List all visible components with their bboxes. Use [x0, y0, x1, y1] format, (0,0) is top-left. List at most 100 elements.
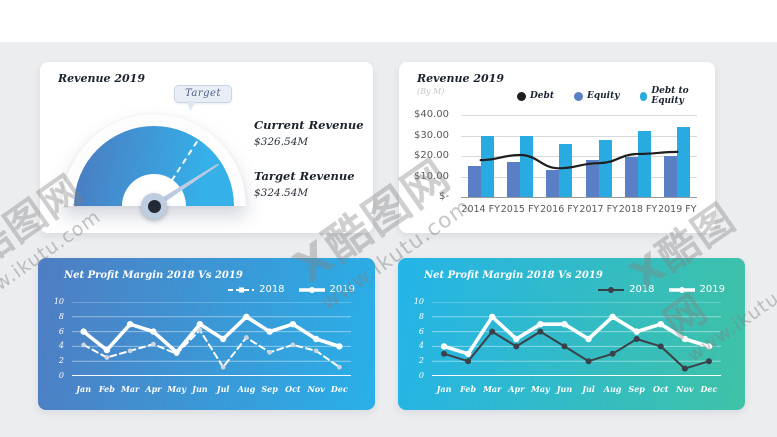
- bar-group-2018 FY: [624, 131, 651, 197]
- legend-equity-dot-icon: [573, 91, 583, 101]
- x-axis-label: Nov: [676, 384, 694, 394]
- bar-group-2016 FY: [546, 143, 573, 197]
- x-axis-label: 2019 FY: [658, 204, 697, 215]
- x-axis-label: Sep: [261, 384, 278, 394]
- bar-equity: [546, 170, 560, 197]
- legend-2019-label: 2019: [699, 284, 725, 295]
- x-axis-label: Mar: [483, 384, 502, 394]
- x-axis-label: Apr: [145, 384, 162, 394]
- x-axis-label: Jan: [436, 384, 452, 394]
- bar-debt-to-equity: [598, 139, 612, 197]
- current-revenue-value: $326.54M: [254, 136, 309, 148]
- target-revenue-value: $324.54M: [254, 187, 309, 199]
- series-2018-line: [82, 329, 341, 369]
- legend-debt-dot-icon: [517, 91, 526, 101]
- bar-equity: [664, 156, 678, 197]
- y-axis-label: $20.00: [414, 150, 449, 161]
- bar-debt-to-equity: [559, 143, 573, 197]
- y-axis-label: 2: [418, 356, 424, 366]
- series-2019-line: [81, 315, 342, 355]
- x-axis-label: Oct: [652, 384, 669, 394]
- y-axis-label: 6: [58, 326, 64, 336]
- series-2018-line: [443, 330, 710, 370]
- panel-revenue-bar-chart: Revenue 2019 (By M) Debt Equity Debt to …: [399, 62, 715, 233]
- target-callout-label: Target: [185, 88, 221, 99]
- legend-item-debt: Debt: [517, 91, 554, 101]
- npm-right-svg: [432, 301, 721, 377]
- x-axis-label: May: [167, 384, 186, 394]
- line-chart-legend: 2018 2019: [598, 284, 725, 295]
- x-axis-label: Dec: [330, 384, 348, 394]
- series-2019-line: [442, 315, 711, 356]
- npm-left-svg: [72, 301, 351, 377]
- x-axis-label: Jun: [192, 384, 208, 394]
- legend-2018-line-icon: [228, 287, 255, 292]
- x-axis-label: 2016 FY: [540, 204, 579, 215]
- legend-2019-label: 2019: [329, 284, 355, 295]
- target-revenue-label: Target Revenue: [254, 169, 355, 183]
- y-axis-label: $-: [439, 191, 449, 202]
- npm-right-xlabels: Jan Feb Mar Apr May Jun Jul Aug Sep Oct Nov Dec: [432, 384, 721, 394]
- panel-net-profit-margin-right: Net Profit Margin 2018 Vs 2019 2018 2019…: [398, 258, 745, 410]
- x-axis-label: 2017 FY: [579, 204, 618, 215]
- bars-layer: [461, 115, 697, 197]
- x-axis-label: Aug: [603, 384, 622, 394]
- panel-title: Revenue 2019: [58, 72, 145, 85]
- current-revenue-metric: Current Revenue $326.54M: [254, 118, 364, 148]
- legend-debt-label: Debt: [530, 91, 554, 101]
- panel-title: Net Profit Margin 2018 Vs 2019: [424, 270, 603, 281]
- x-axis-label: Jul: [216, 384, 230, 394]
- x-axis-label: Dec: [700, 384, 718, 394]
- target-revenue-metric: Target Revenue $324.54M: [254, 169, 364, 199]
- legend-equity-label: Equity: [586, 91, 620, 101]
- x-axis-label: Nov: [307, 384, 325, 394]
- gauge-hub-center: [147, 199, 161, 213]
- bar-equity: [624, 157, 638, 197]
- npm-left-xlabels: Jan Feb Mar Apr May Jun Jul Aug Sep Oct Nov Dec: [72, 384, 351, 394]
- current-revenue-label: Current Revenue: [254, 118, 364, 132]
- line-chart-legend: 2018 2019: [228, 284, 355, 295]
- bar-group-2017 FY: [585, 139, 612, 197]
- bar-debt-to-equity: [519, 135, 533, 197]
- x-axis-label: Aug: [237, 384, 256, 394]
- x-axis-label: Feb: [460, 384, 477, 394]
- debt-line: [479, 150, 679, 170]
- x-axis-label: 2014 FY: [461, 204, 500, 215]
- npm-left-ylabels: 10 8 6 4 2 0: [42, 297, 64, 380]
- gridline: [461, 156, 697, 157]
- npm-right-ylabels: 10 8 6 4 2 0: [402, 297, 424, 380]
- bar-group-2019 FY: [664, 127, 691, 197]
- y-axis-label: 8: [418, 311, 424, 321]
- x-axis-label: 2018 FY: [618, 204, 658, 215]
- bar-debt-to-equity: [480, 135, 494, 197]
- gridline: [461, 197, 697, 198]
- y-axis-label: 6: [418, 326, 424, 336]
- gauge-hub: [141, 193, 167, 219]
- x-axis-label: Feb: [98, 384, 115, 394]
- bar-equity: [506, 162, 520, 197]
- y-axis-label: 10: [413, 297, 424, 306]
- panel-subtitle: (By M): [417, 87, 445, 96]
- legend-2019-line-icon: [298, 286, 325, 293]
- legend-item-equity: Equity: [573, 91, 620, 101]
- legend-2019-line-icon: [668, 286, 695, 293]
- x-axis-label: Sep: [628, 384, 645, 394]
- legend-item-2018: 2018: [598, 284, 655, 295]
- y-axis-label: $10.00: [414, 170, 449, 182]
- npm-left-plot: [72, 301, 351, 377]
- y-axis-label: $30.00: [414, 129, 449, 141]
- panel-title: Net Profit Margin 2018 Vs 2019: [64, 270, 243, 281]
- legend-2018-line-icon: [598, 286, 625, 293]
- x-axis-label: Mar: [120, 384, 140, 394]
- y-axis-label: 4: [58, 341, 64, 351]
- panel-revenue-gauge: Revenue 2019 Target Current Revenue $326…: [40, 62, 373, 233]
- target-callout: Target: [174, 85, 232, 111]
- x-axis-label: Apr: [508, 384, 525, 394]
- y-axis-label: 0: [58, 371, 64, 380]
- bar-chart-plot: [461, 115, 697, 198]
- gridline: [461, 135, 697, 137]
- bar-debt-to-equity: [677, 127, 691, 197]
- revenue-gauge: Target: [60, 85, 250, 219]
- legend-debt-to-equity-label: Debt to Equity: [651, 86, 689, 106]
- y-axis-label: 4: [418, 341, 424, 351]
